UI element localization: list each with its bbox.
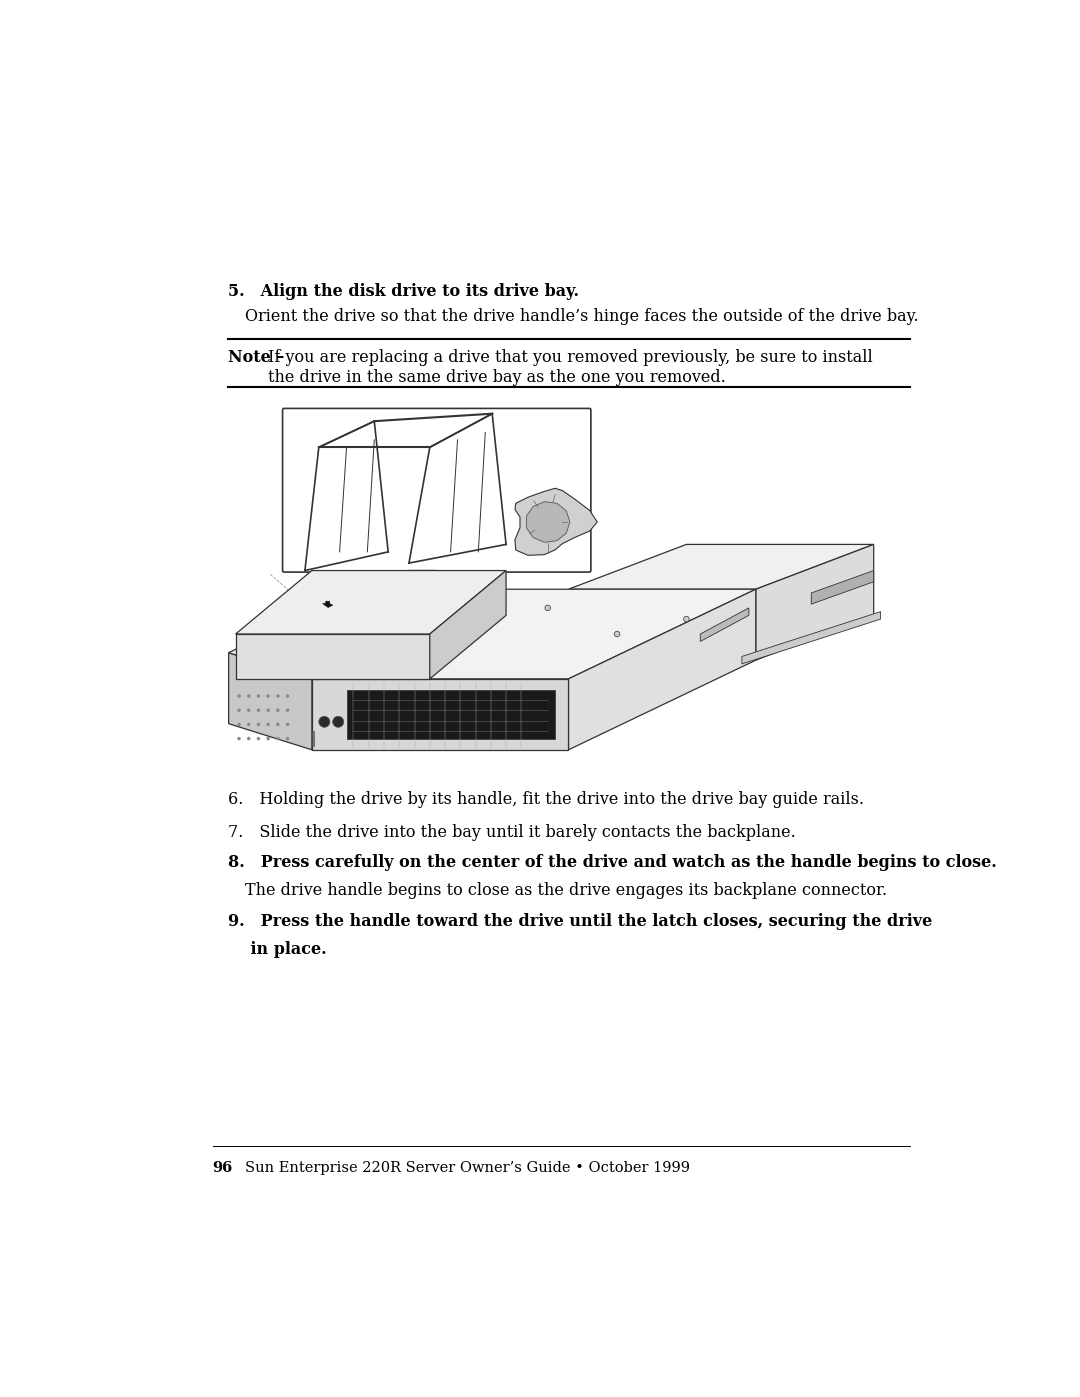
Polygon shape [323,601,333,608]
Text: 5. Align the disk drive to its drive bay.: 5. Align the disk drive to its drive bay… [228,284,579,300]
Polygon shape [235,570,507,634]
Circle shape [276,708,280,712]
Circle shape [684,616,689,622]
Polygon shape [756,545,874,661]
Circle shape [286,722,289,726]
Circle shape [238,722,241,726]
Circle shape [257,708,260,712]
Polygon shape [568,590,756,750]
Circle shape [267,736,270,740]
Polygon shape [312,590,756,679]
Circle shape [257,694,260,697]
Polygon shape [515,489,597,556]
Polygon shape [811,570,874,604]
Circle shape [286,694,289,697]
Polygon shape [409,570,436,604]
Circle shape [247,694,251,697]
Circle shape [276,694,280,697]
Text: 8. Press carefully on the center of the drive and watch as the handle begins to : 8. Press carefully on the center of the … [228,855,997,872]
Circle shape [545,605,551,610]
Circle shape [267,722,270,726]
Circle shape [257,722,260,726]
Polygon shape [347,690,555,739]
Circle shape [247,708,251,712]
Text: in place.: in place. [228,940,326,958]
Text: The drive handle begins to close as the drive engages its backplane connector.: The drive handle begins to close as the … [245,882,887,900]
Circle shape [238,736,241,740]
Polygon shape [430,570,507,679]
Text: 9. Press the handle toward the drive until the latch closes, securing the drive: 9. Press the handle toward the drive unt… [228,914,932,930]
Circle shape [267,694,270,697]
Polygon shape [229,563,499,679]
Polygon shape [700,608,748,641]
Circle shape [267,708,270,712]
Circle shape [286,708,289,712]
Text: Sun Enterprise 220R Server Owner’s Guide • October 1999: Sun Enterprise 220R Server Owner’s Guide… [245,1161,690,1175]
Circle shape [276,722,280,726]
Polygon shape [526,502,570,542]
Circle shape [247,722,251,726]
Polygon shape [235,634,430,679]
Text: Orient the drive so that the drive handle’s hinge faces the outside of the drive: Orient the drive so that the drive handl… [245,307,919,324]
Circle shape [319,717,329,728]
Circle shape [238,708,241,712]
Polygon shape [312,679,568,750]
Circle shape [238,694,241,697]
Text: If you are replacing a drive that you removed previously, be sure to install
the: If you are replacing a drive that you re… [268,349,873,386]
Circle shape [247,736,251,740]
Polygon shape [742,612,880,664]
Circle shape [286,736,289,740]
Text: 6. Holding the drive by its handle, fit the drive into the drive bay guide rails: 6. Holding the drive by its handle, fit … [228,791,864,809]
Circle shape [615,631,620,637]
Circle shape [276,736,280,740]
Polygon shape [568,545,874,590]
Polygon shape [229,652,312,750]
Circle shape [257,736,260,740]
Text: Note –: Note – [228,349,284,366]
Text: 96: 96 [213,1161,233,1175]
FancyBboxPatch shape [283,408,591,573]
Bar [312,731,314,746]
Circle shape [333,717,343,728]
Text: 7. Slide the drive into the bay until it barely contacts the backplane.: 7. Slide the drive into the bay until it… [228,824,796,841]
